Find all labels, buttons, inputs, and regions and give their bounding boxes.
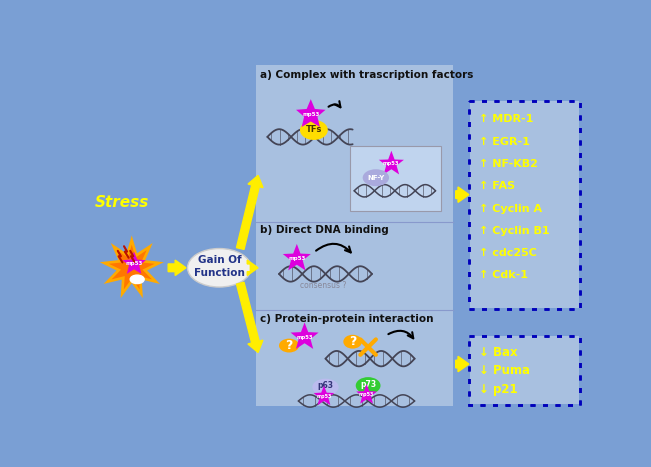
Polygon shape — [247, 260, 258, 276]
FancyBboxPatch shape — [469, 336, 579, 404]
Polygon shape — [356, 384, 377, 403]
Text: p63: p63 — [318, 381, 333, 390]
FancyBboxPatch shape — [350, 146, 441, 211]
Text: ↑ EGR-1: ↑ EGR-1 — [479, 136, 530, 147]
Ellipse shape — [279, 339, 299, 353]
Text: ↑ cdc25C: ↑ cdc25C — [479, 248, 537, 258]
Text: ↑ Cdk-1: ↑ Cdk-1 — [479, 270, 528, 281]
Polygon shape — [236, 176, 263, 249]
Polygon shape — [122, 252, 146, 274]
Text: ↑ FAS: ↑ FAS — [479, 181, 515, 191]
Text: NF-Y: NF-Y — [367, 175, 385, 181]
Text: a) Complex with trascription factors: a) Complex with trascription factors — [260, 70, 473, 80]
Text: mp53: mp53 — [316, 394, 331, 399]
Text: Stress: Stress — [94, 195, 149, 210]
Text: ↓ Bax: ↓ Bax — [479, 346, 518, 359]
Polygon shape — [168, 260, 186, 276]
FancyBboxPatch shape — [256, 65, 453, 406]
Text: c) Protein-protein interaction: c) Protein-protein interaction — [260, 314, 433, 324]
Text: ↑ MDR-1: ↑ MDR-1 — [479, 114, 533, 124]
Text: ↑ NF-KB2: ↑ NF-KB2 — [479, 159, 538, 169]
Polygon shape — [456, 187, 469, 202]
Text: mp53: mp53 — [359, 392, 374, 397]
Text: ↓ Puma: ↓ Puma — [479, 364, 530, 377]
Polygon shape — [100, 235, 164, 298]
Polygon shape — [290, 322, 318, 349]
Text: ↓ p21: ↓ p21 — [479, 383, 518, 396]
Text: Gain Of
Function: Gain Of Function — [194, 255, 245, 278]
Text: mp53: mp53 — [383, 161, 400, 166]
Text: consensus ?: consensus ? — [300, 281, 346, 290]
Text: b) Direct DNA binding: b) Direct DNA binding — [260, 226, 389, 235]
Ellipse shape — [312, 379, 339, 396]
Text: mp53: mp53 — [126, 262, 143, 267]
Polygon shape — [296, 99, 326, 127]
FancyBboxPatch shape — [469, 101, 579, 308]
Text: ↑ Cyclin A: ↑ Cyclin A — [479, 204, 542, 213]
Ellipse shape — [130, 275, 144, 283]
Text: mp53: mp53 — [302, 112, 320, 117]
Text: mp53: mp53 — [288, 256, 305, 261]
Ellipse shape — [343, 335, 362, 349]
Polygon shape — [456, 356, 469, 372]
Polygon shape — [109, 245, 155, 290]
Ellipse shape — [363, 169, 389, 186]
Text: ?: ? — [285, 339, 293, 352]
Ellipse shape — [355, 377, 381, 394]
Polygon shape — [236, 282, 263, 353]
Ellipse shape — [300, 120, 328, 140]
Polygon shape — [379, 151, 404, 175]
Text: TFs: TFs — [306, 126, 322, 134]
Ellipse shape — [187, 248, 251, 287]
Text: mp53: mp53 — [296, 334, 313, 340]
Text: ?: ? — [349, 335, 356, 348]
Text: ↑ Cyclin B1: ↑ Cyclin B1 — [479, 226, 549, 236]
Text: p73: p73 — [360, 380, 376, 389]
Polygon shape — [283, 244, 311, 270]
Polygon shape — [314, 386, 334, 405]
